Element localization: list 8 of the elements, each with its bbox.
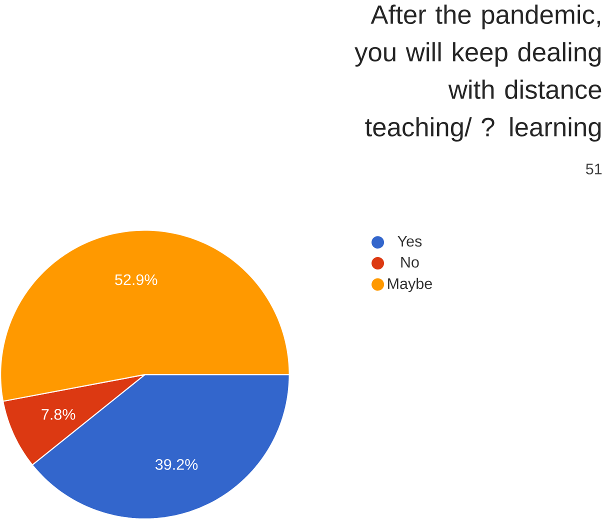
chart-title: After the pandemic, you will keep dealing with distance teaching/ ? learning — [354, 4, 602, 142]
data-label: 39.2% — [155, 459, 198, 470]
data-label: 52.9% — [115, 274, 158, 286]
legend-label: Yes — [398, 236, 422, 247]
legend-label: No — [401, 257, 419, 268]
legend-label: Maybe — [388, 278, 432, 292]
text: 51 — [586, 164, 602, 175]
data-label: 7.8% — [42, 409, 76, 420]
